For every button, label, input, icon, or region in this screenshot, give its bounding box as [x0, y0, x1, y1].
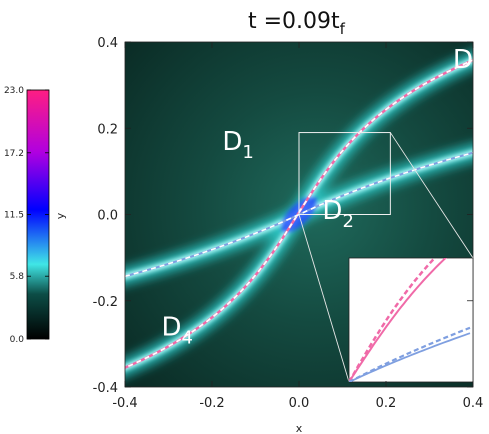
region-label: D2 [322, 196, 353, 232]
x-tick-label: -0.4 [112, 396, 137, 411]
inset-pink-dashed [349, 258, 437, 382]
colorbar-tick-label: 11.5 [4, 211, 24, 221]
y-tick-label: 0.0 [97, 209, 118, 224]
x-tick-label: 0.0 [289, 396, 310, 411]
y-axis-label: y [54, 212, 67, 219]
inset-frame [348, 257, 474, 383]
x-axis-label: x [296, 422, 303, 434]
blue-curve-dashed [125, 151, 473, 278]
title-subscript: f [340, 20, 346, 38]
inset-pink-solid [349, 258, 447, 382]
x-tick-label: 0.2 [376, 396, 397, 411]
zoom-connector [389, 132, 474, 259]
region-label: D4 [161, 312, 192, 348]
curves [125, 58, 473, 369]
colorbar-tick-label: 17.2 [4, 149, 24, 159]
chart-title: t =0.09tf [248, 9, 346, 38]
plot-area: D1 D2 D3 D4 [124, 41, 484, 388]
inset-blue-solid [349, 332, 471, 382]
y-tick-label: 0.2 [97, 122, 118, 137]
region-label: D1 [222, 127, 253, 163]
region-label: D3 [453, 45, 484, 81]
zoom-box-group [298, 132, 474, 383]
inset-curves [349, 258, 471, 382]
x-tick-label: 0.4 [463, 396, 484, 411]
y-tick-label: 0.4 [97, 36, 118, 51]
zoom-box [298, 132, 391, 215]
inset-zoom [348, 257, 474, 383]
colorbar-tick-label: 23.0 [4, 86, 24, 96]
zoom-connector [298, 214, 350, 383]
y-tick-label: -0.2 [93, 295, 118, 310]
x-tick-label: -0.2 [199, 396, 224, 411]
colorbar-tick-label: 5.8 [10, 272, 25, 282]
region-labels: D1 D2 D3 D4 [161, 45, 484, 348]
y-tick-label: -0.4 [93, 381, 118, 396]
inset-blue-dashed [349, 326, 471, 382]
colorbar-tick-label: 0.0 [10, 335, 25, 345]
x-axis-ticks: -0.4 -0.2 0.0 0.2 0.4 [112, 42, 483, 411]
colorbar-ticks: 0.0 5.8 11.5 17.2 23.0 [4, 86, 49, 345]
y-axis-ticks: -0.4 -0.2 0.0 0.2 0.4 [93, 36, 473, 396]
